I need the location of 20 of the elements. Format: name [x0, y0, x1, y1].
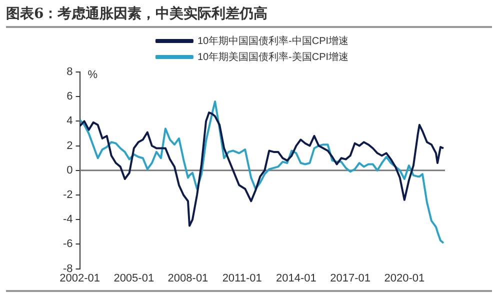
y-tick-label: -2 — [63, 189, 73, 202]
y-tick-label: -8 — [63, 262, 73, 275]
y-tick-label: 2 — [66, 140, 73, 152]
x-tick-label: 2008-01 — [168, 272, 208, 284]
x-tick-label: 2020-01 — [384, 272, 425, 284]
y-tick-label: 0 — [66, 164, 73, 176]
x-tick-label: 2014-01 — [276, 272, 316, 284]
x-tick-label: 2005-01 — [114, 272, 154, 284]
x-tick-label: 2017-01 — [330, 272, 370, 284]
legend-label: 10年期美国国债利率-美国CPI增速 — [197, 50, 349, 63]
y-tick-label: -6 — [63, 238, 73, 250]
y-tick-label: 6 — [66, 90, 73, 103]
y-tick-label: 8 — [66, 66, 73, 78]
chart-title: 图表6：考虑通胀因素，中美实际利差仍高 — [6, 2, 492, 28]
x-tick-label: 2011-01 — [222, 272, 262, 284]
x-tick-label: 2002-01 — [60, 272, 100, 284]
y-tick-label: -4 — [63, 214, 73, 226]
y-axis-title: % — [88, 69, 98, 82]
legend-label: 10年期中国国债利率-中国CPI增速 — [197, 34, 349, 47]
y-tick-label: 4 — [66, 115, 73, 128]
